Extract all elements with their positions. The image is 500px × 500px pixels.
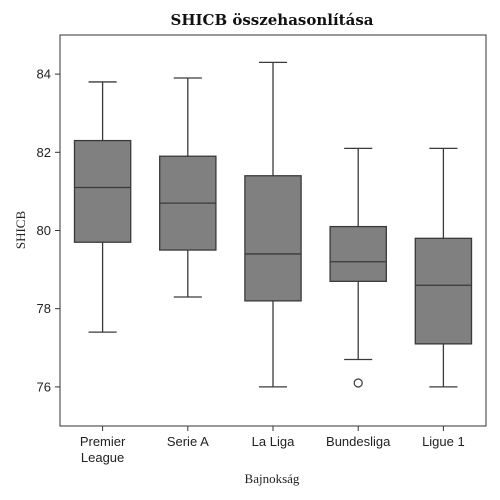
y-tick-label: 76	[37, 379, 51, 394]
x-tick-label-line: La Liga	[252, 434, 295, 449]
iqr-box	[414, 237, 473, 345]
x-tick-label: Bundesliga	[326, 434, 391, 449]
x-tick-label-line: League	[81, 450, 124, 465]
x-axis-label: Bajnokság	[245, 471, 300, 486]
y-axis-label: SHICB	[13, 211, 28, 250]
x-tick-label: La Liga	[252, 434, 295, 449]
x-tick-label: Premier League	[80, 434, 126, 465]
box-group	[329, 147, 387, 388]
x-axis: Premier League Serie A La Liga Bundesliga Lig…	[80, 426, 465, 465]
iqr-box	[329, 225, 387, 282]
chart-title: SHICB összehasonlítása	[170, 11, 373, 29]
box-group	[159, 77, 217, 298]
box-group	[244, 61, 302, 388]
y-tick-label: 80	[37, 223, 51, 238]
y-axis: 76 78 80 82 84	[37, 67, 60, 394]
x-tick-label: Ligue 1	[422, 434, 465, 449]
outlier-point	[353, 378, 363, 388]
iqr-box	[244, 175, 302, 302]
x-tick-label: Serie A	[167, 434, 209, 449]
box-group	[414, 147, 473, 388]
x-tick-label-line: Ligue 1	[422, 434, 465, 449]
x-tick-label-line: Bundesliga	[326, 434, 391, 449]
y-tick-label: 84	[37, 67, 51, 82]
y-tick-label: 82	[37, 145, 51, 160]
box-group	[73, 81, 132, 333]
x-tick-label-line: Serie A	[167, 434, 209, 449]
y-tick-label: 78	[37, 301, 51, 316]
iqr-box	[73, 139, 132, 243]
box-series	[73, 61, 473, 388]
x-tick-label-line: Premier	[80, 434, 126, 449]
